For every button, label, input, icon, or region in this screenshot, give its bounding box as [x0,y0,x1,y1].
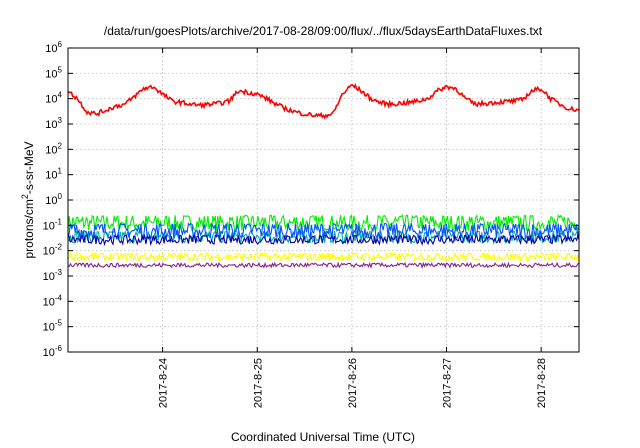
y-tick-label: 10-2 [43,243,63,258]
x-tick-label: 2017-8-24 [158,358,170,408]
y-axis-label: protons/cm2-s-sr-MeV [20,141,36,258]
y-tick-label: 104 [45,91,62,106]
chart-title: /data/run/goesPlots/archive/2017-08-28/0… [104,24,543,38]
x-tick-label: 2017-8-27 [442,358,454,408]
flux-series-line [67,251,580,263]
y-tick-label: 103 [45,116,62,131]
flux-series-line [67,229,580,246]
flux-series-line [67,214,580,233]
y-tick-label: 102 [45,141,62,156]
x-axis-label: Coordinated Universal Time (UTC) [231,430,415,444]
x-tick-label: 2017-8-25 [252,358,264,408]
y-tick-label: 106 [45,40,62,55]
data-series [67,83,580,270]
y-tick-label: 10-6 [43,344,63,359]
y-tick-label: 10-3 [43,268,63,283]
y-tick-label: 101 [45,167,62,182]
grid-lines [68,47,579,353]
x-axis-ticks: 2017-8-24 2017-8-25 2017-8-26 2017-8-27 2017… [158,48,548,408]
y-tick-label: 10-4 [43,293,63,308]
flux-series-line [67,233,580,247]
proton-flux-line [67,83,580,120]
flux-series-line [67,261,580,270]
y-tick-label: 10-5 [43,319,63,334]
y-tick-label: 100 [45,192,62,207]
x-tick-label: 2017-8-28 [536,358,548,408]
y-tick-label: 10-1 [43,217,63,232]
y-axis-ticks: 10-6 10-5 10-4 10-3 10-2 10-1 100 101 102 103 104 1… [43,40,579,359]
y-tick-label: 105 [45,65,62,80]
x-tick-label: 2017-8-26 [347,358,359,408]
